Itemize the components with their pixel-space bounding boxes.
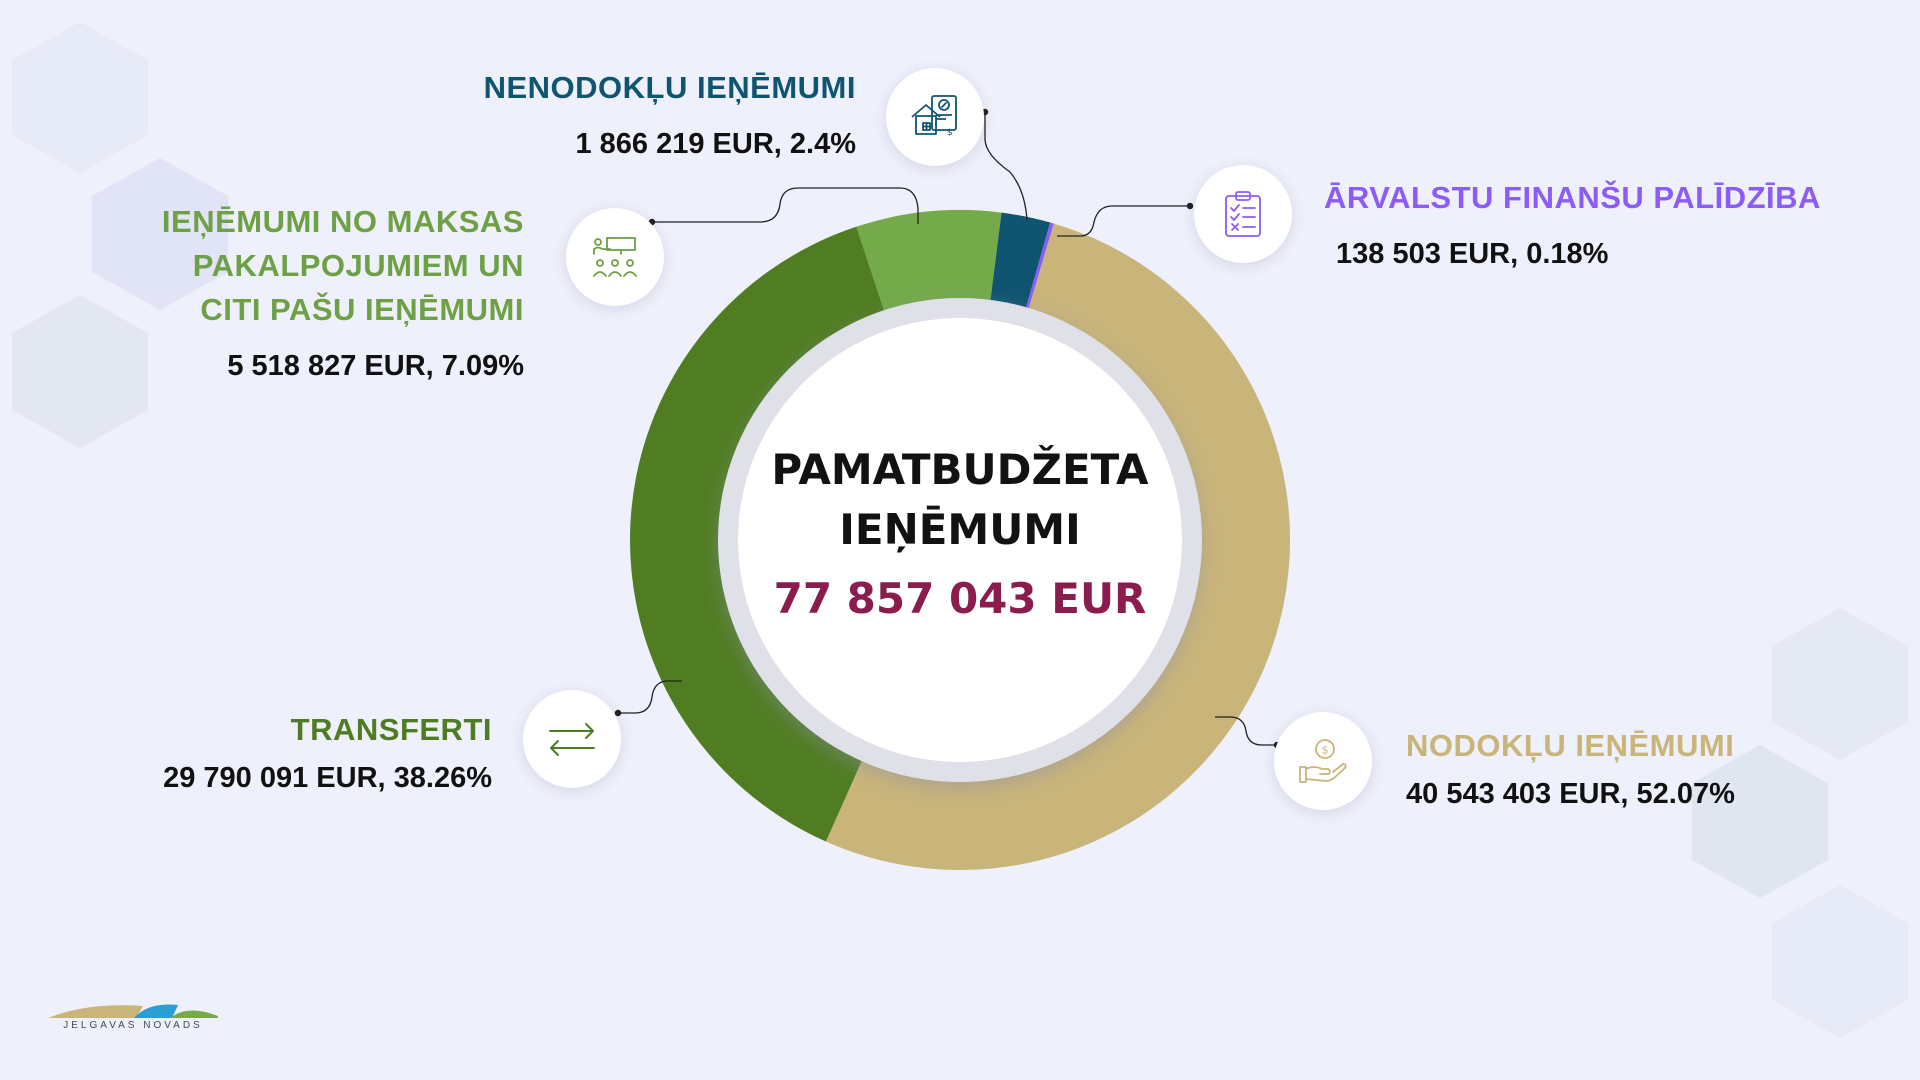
icon-circle-nenodoklu: $ <box>886 68 984 166</box>
leader-nenodoklu <box>984 112 1028 221</box>
label-maksas: IEŅĒMUMI NO MAKSAS PAKALPOJUMIEM UN CITI… <box>70 200 524 386</box>
leader-dot-transferti <box>614 709 622 717</box>
svg-text:$: $ <box>947 128 953 138</box>
donut-center <box>738 318 1182 762</box>
label-nenodoklu-title: NENODOKĻU IEŅĒMUMI <box>483 70 856 105</box>
leader-transferti <box>618 680 682 714</box>
label-nenodoklu-value: 1 866 219 EUR, 2.4% <box>575 128 856 160</box>
total-amount: 77 857 043 EUR <box>773 574 1147 623</box>
jelgavas-novads-logo <box>48 1004 218 1018</box>
label-transferti-value: 29 790 091 EUR, 38.26% <box>163 762 492 794</box>
clipboard-checklist-icon <box>1225 191 1261 237</box>
label-nodoklu: NODOKĻU IEŅĒMUMI 40 543 403 EUR, 52.07% <box>1406 724 1886 814</box>
icon-circle-maksas <box>566 208 664 306</box>
property-document-icon: $ <box>911 95 957 138</box>
icon-circle-nodoklu: $ <box>1274 712 1372 810</box>
segment-transferti <box>630 226 888 842</box>
center-label: PAMATBUDŽETA IEŅĒMUMI 77 857 043 EUR <box>720 440 1200 634</box>
segment-nodoklu <box>825 223 1290 871</box>
label-maksas-value: 5 518 827 EUR, 7.09% <box>227 350 524 382</box>
segment-nenodoklu <box>988 212 1051 319</box>
transfer-arrows-icon <box>549 723 595 756</box>
label-arvalstu: ĀRVALSTU FINANŠU PALĪDZĪBA 138 503 EUR, … <box>1324 176 1844 274</box>
label-arvalstu-value: 138 503 EUR, 0.18% <box>1336 238 1609 270</box>
icon-circle-transferti <box>523 690 621 788</box>
leader-nodoklu <box>1215 716 1277 746</box>
label-nodoklu-title: NODOKĻU IEŅĒMUMI <box>1406 728 1735 763</box>
icon-circle-arvalstu <box>1194 165 1292 263</box>
leader-maksas <box>652 187 919 224</box>
center-title-line-2: IEŅĒMUMI <box>839 505 1081 554</box>
segment-arvalstu <box>1022 222 1054 320</box>
segment-maksas <box>856 209 1002 322</box>
label-transferti-title: TRANSFERTI <box>290 712 492 747</box>
logo-text: JELGAVAS NOVADS <box>63 1020 203 1031</box>
label-maksas-title-line-3: CITI PAŠU IEŅĒMUMI <box>200 292 524 327</box>
label-nodoklu-value: 40 543 403 EUR, 52.07% <box>1406 778 1735 810</box>
label-maksas-title-line-2: PAKALPOJUMIEM UN <box>192 248 524 283</box>
presentation-audience-icon <box>593 237 637 277</box>
svg-text:$: $ <box>1322 744 1329 757</box>
leader-arvalstu <box>1057 205 1190 237</box>
hand-coin-icon: $ <box>1299 739 1347 783</box>
label-transferti: TRANSFERTI 29 790 091 EUR, 38.26% <box>70 708 492 798</box>
leader-dot-arvalstu <box>1186 202 1194 210</box>
label-arvalstu-title: ĀRVALSTU FINANŠU PALĪDZĪBA <box>1324 180 1821 215</box>
center-title-line-1: PAMATBUDŽETA <box>771 445 1149 494</box>
label-nenodoklu: NENODOKĻU IEŅĒMUMI 1 866 219 EUR, 2.4% <box>360 66 856 164</box>
label-maksas-title-line-1: IEŅĒMUMI NO MAKSAS <box>161 204 524 239</box>
